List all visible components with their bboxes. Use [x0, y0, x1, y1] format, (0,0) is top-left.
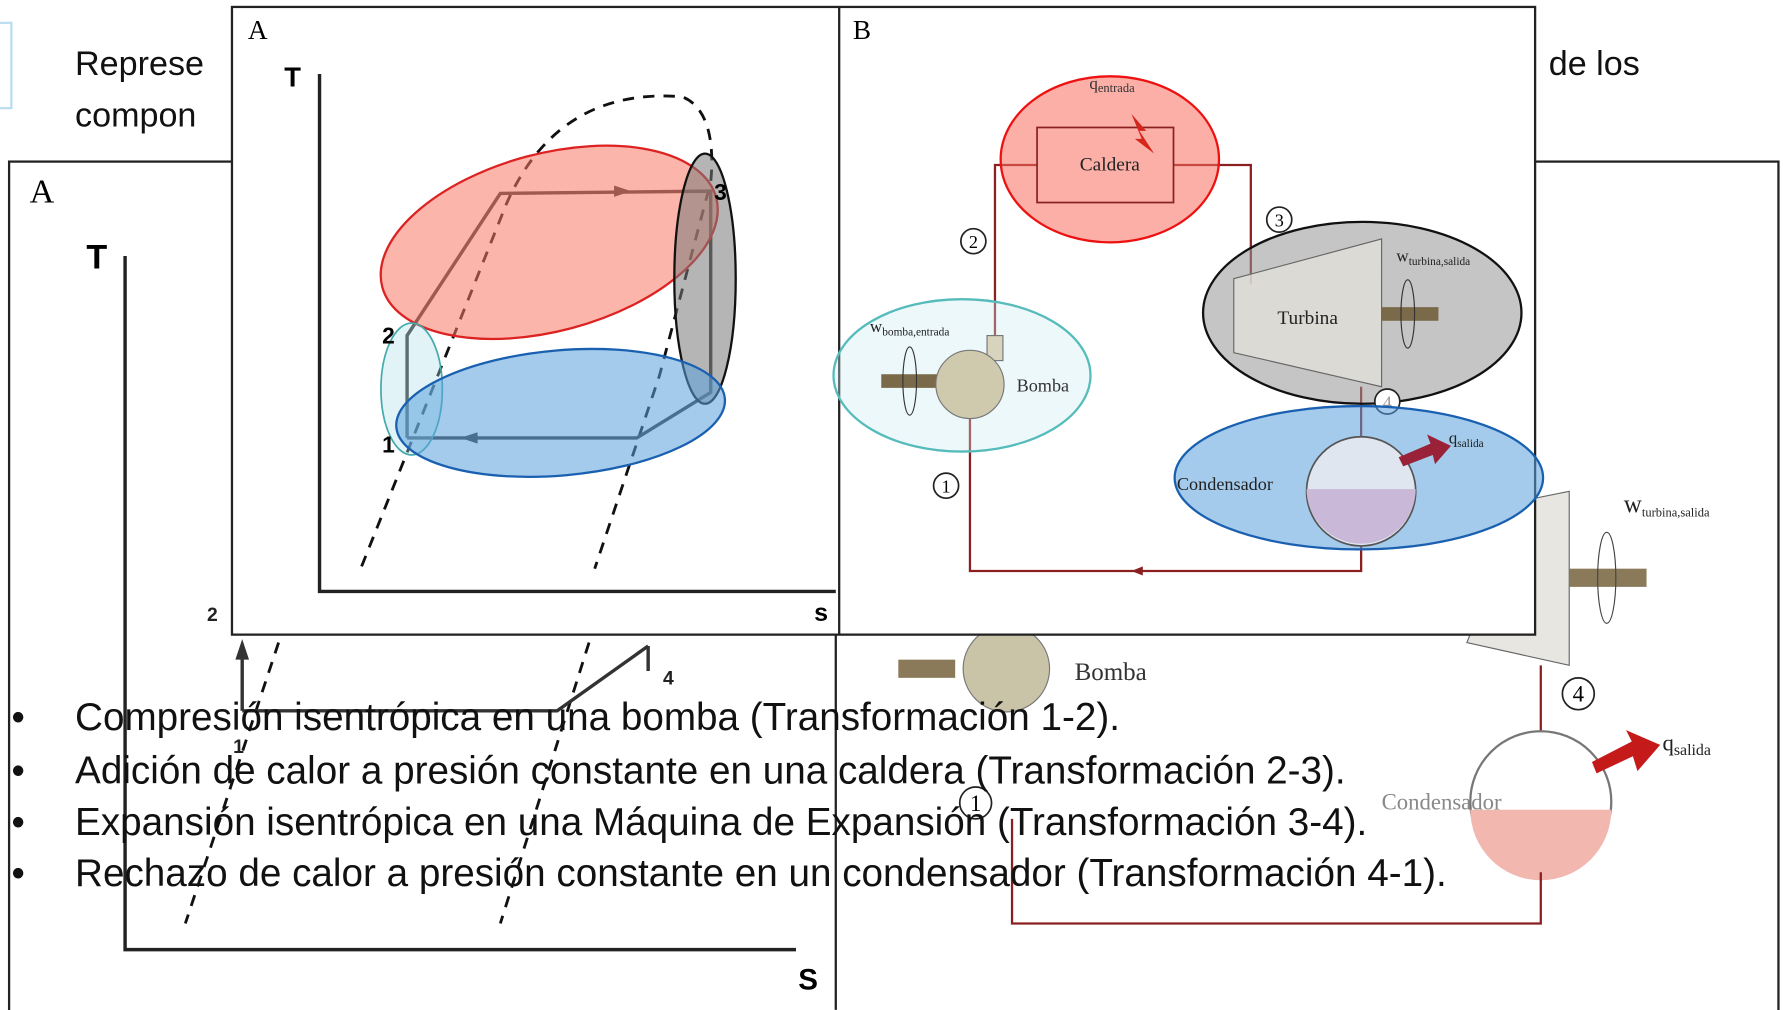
state-label: 4	[663, 669, 674, 690]
symbol: w	[1396, 247, 1409, 266]
pipe	[1010, 818, 1542, 925]
pump-body	[935, 349, 1005, 420]
subscript: turbina,salida	[1642, 505, 1710, 519]
state-label: 2	[207, 605, 218, 626]
state-label: 1	[970, 791, 981, 816]
heat-label: qsalida	[1662, 731, 1710, 760]
component-label: Caldera	[1080, 155, 1141, 176]
condensate	[1470, 809, 1612, 881]
intro-text: compon	[75, 96, 196, 134]
axis-label: T	[86, 238, 107, 276]
component-label: Bomba	[1075, 659, 1147, 686]
component-label: Bomba	[1017, 375, 1070, 395]
state-label: 2	[969, 232, 978, 252]
subscript: bomba,entrada	[882, 327, 949, 339]
condensate	[1306, 489, 1416, 544]
arrow	[235, 639, 250, 660]
heat-arrow	[1131, 113, 1155, 154]
state-label: 1	[942, 476, 951, 496]
turbine-body	[1233, 238, 1383, 388]
heat-rejection-highlight	[395, 347, 727, 478]
symbol: w	[870, 317, 883, 336]
symbol: w	[1624, 491, 1642, 518]
state-marker	[960, 227, 987, 255]
saturation-curve	[184, 642, 280, 924]
slide-accent	[0, 21, 13, 110]
bullet-marker: •	[11, 801, 25, 844]
axis-label: S	[798, 963, 818, 996]
bullet-marker: •	[11, 750, 25, 793]
rotation-arrow	[1597, 531, 1617, 624]
turbine-shaft	[1569, 568, 1647, 587]
work-label: wbomba,entrada	[870, 317, 950, 338]
subscript: turbina,salida	[1409, 256, 1471, 268]
subscript: salida	[1674, 742, 1711, 759]
bullet-text: Rechazo de calor a presión constante en …	[75, 852, 1447, 895]
pump-shaft	[881, 374, 939, 388]
symbol: q	[1089, 74, 1098, 93]
bullet-text: Compresión isentrópica en una bomba (Tra…	[75, 696, 1120, 739]
state-label: 2	[382, 323, 395, 349]
component-label: Condensador	[1177, 474, 1273, 494]
state-marker	[1265, 206, 1293, 233]
state-label: 3	[1275, 210, 1284, 230]
bullet-text: Expansión isentrópica en una Máquina de …	[75, 801, 1367, 844]
axes	[123, 255, 796, 952]
bullet-marker: •	[11, 852, 25, 895]
state-label: 1	[382, 432, 395, 458]
intro-text: Represe	[75, 45, 204, 83]
subscript: salida	[1457, 438, 1484, 450]
intro-text: de los	[1549, 45, 1640, 83]
axes	[317, 74, 836, 594]
rotation-arrow	[1400, 279, 1416, 349]
symbol: q	[1449, 429, 1458, 448]
boiler-box	[1036, 126, 1175, 204]
pump-shaft	[898, 659, 956, 678]
subscript: entrada	[1098, 81, 1135, 95]
panel-label: A	[30, 174, 55, 211]
axis-label: s	[814, 599, 828, 627]
heat-label: qentrada	[1089, 74, 1135, 95]
state-marker	[932, 472, 960, 500]
cycle-line	[242, 644, 650, 713]
turbine-shaft	[1381, 307, 1439, 321]
component-label: Turbina	[1277, 308, 1338, 329]
pipe	[968, 409, 1363, 573]
flow-arrow	[1131, 566, 1143, 576]
boiler-highlight	[999, 75, 1221, 244]
state-marker	[1561, 676, 1596, 711]
state-label: 4	[1383, 392, 1392, 412]
panel-label: A	[248, 15, 268, 45]
work-label: wturbina,salida	[1396, 247, 1470, 268]
axis-label: T	[284, 62, 301, 93]
bullet-list: • Compresión isentrópica en una bomba (T…	[11, 696, 1446, 895]
state-label: 4	[1573, 682, 1585, 707]
heat-label: qsalida	[1449, 429, 1484, 450]
state-label: 1	[233, 737, 244, 758]
panel-label: B	[853, 15, 871, 45]
heat-arrow	[1398, 434, 1451, 467]
state-marker	[958, 786, 993, 820]
rotation-arrow	[902, 346, 918, 416]
bullet-marker: •	[11, 696, 25, 739]
saturation-curve	[498, 642, 591, 924]
symbol: q	[1662, 731, 1673, 756]
component-label: Condensador	[1382, 790, 1502, 815]
work-label: wturbina,salida	[1624, 491, 1710, 520]
heat-arrow	[1591, 730, 1661, 774]
bullet-text: Adición de calor a presión constante en …	[75, 750, 1346, 793]
state-label: 3	[714, 179, 727, 205]
